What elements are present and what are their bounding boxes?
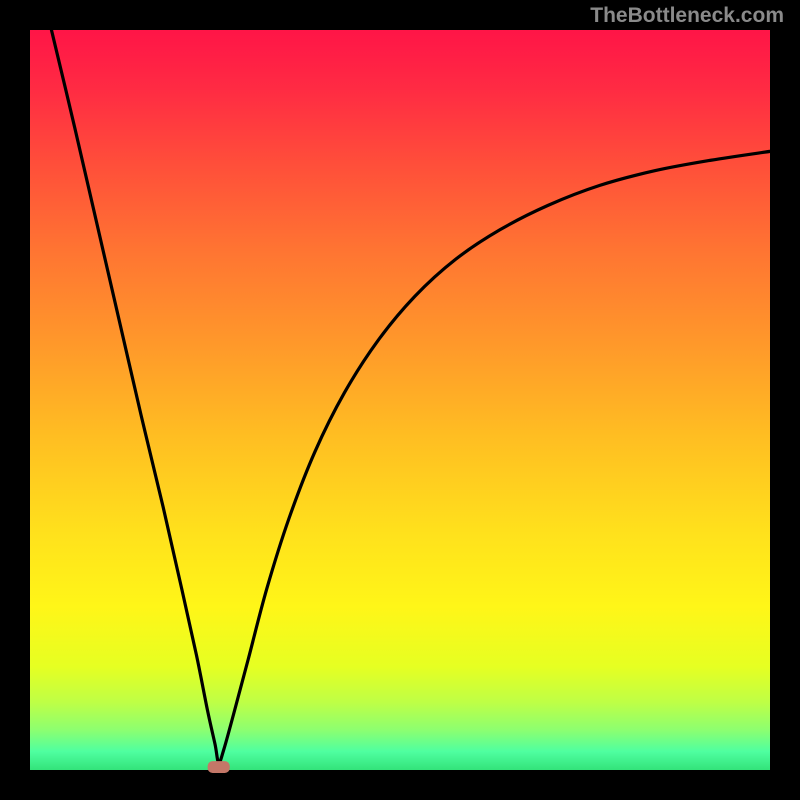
watermark-text: TheBottleneck.com (590, 4, 784, 28)
curve-minimum-marker (208, 761, 230, 773)
chart-plot-background (30, 30, 770, 770)
chart-container: TheBottleneck.com (0, 0, 800, 800)
bottleneck-chart (0, 0, 800, 800)
